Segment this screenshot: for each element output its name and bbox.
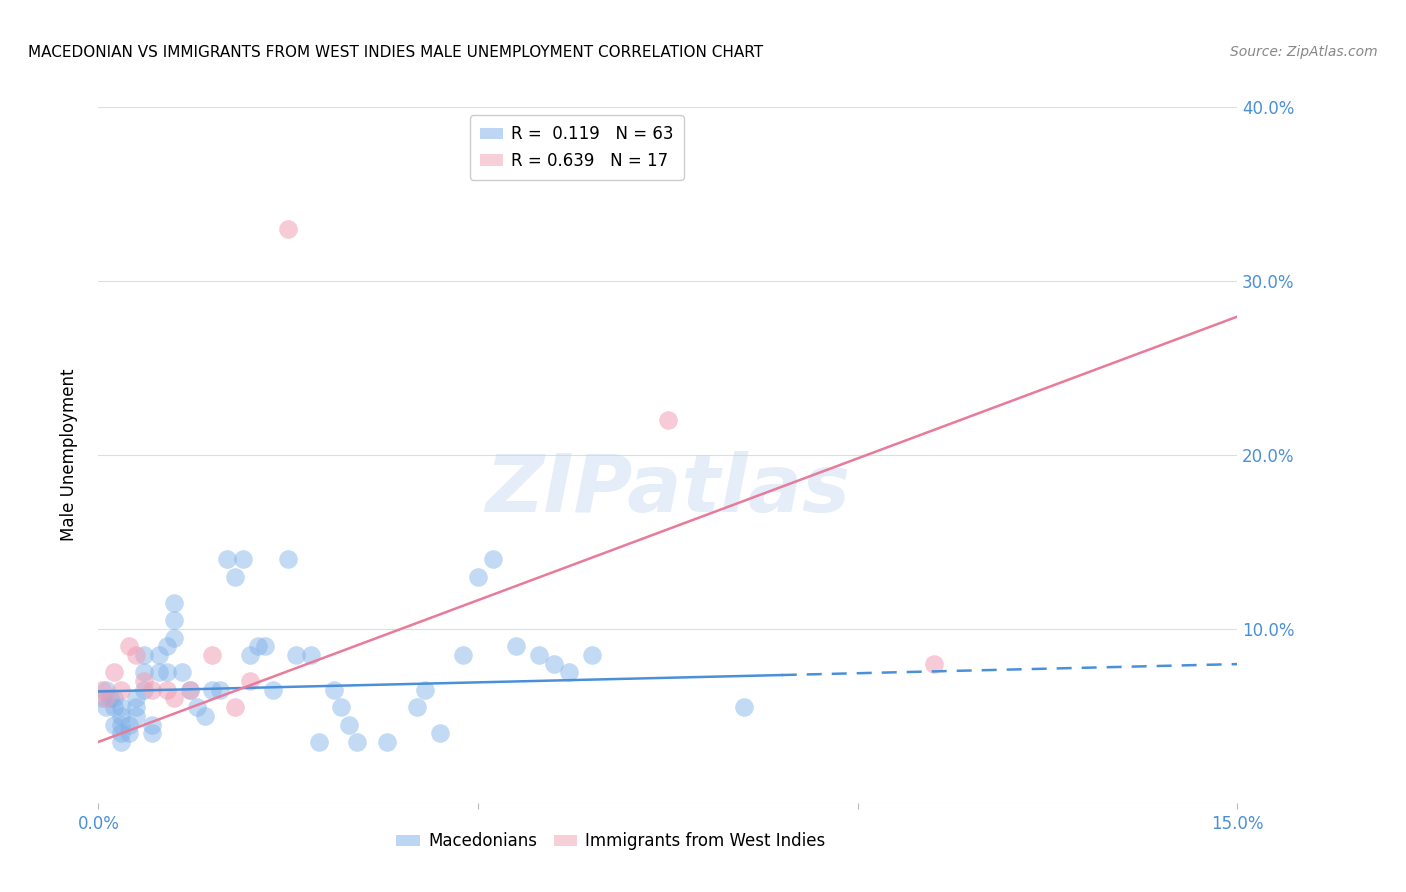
Point (132, 674, 155, 689)
Point (163, 691, 186, 706)
Point (308, 735, 330, 749)
Point (543, 657, 565, 671)
Point (103, 665, 125, 680)
Point (132, 648, 155, 662)
Point (141, 726, 163, 740)
Point (163, 631, 186, 645)
Point (451, 648, 474, 662)
Point (375, 735, 398, 749)
Point (94, 691, 117, 706)
Point (110, 717, 132, 731)
Point (141, 682, 163, 697)
Point (224, 570, 246, 584)
Point (299, 648, 322, 662)
Point (208, 682, 231, 697)
Point (201, 648, 224, 662)
Point (284, 648, 307, 662)
Point (94, 700, 117, 714)
Point (277, 552, 299, 566)
Point (125, 648, 148, 662)
Point (224, 700, 246, 714)
Point (254, 639, 277, 653)
Point (132, 682, 155, 697)
Point (148, 648, 170, 662)
Point (103, 691, 125, 706)
Point (657, 413, 679, 427)
Point (110, 682, 132, 697)
Point (467, 570, 489, 584)
Point (156, 682, 179, 697)
Point (217, 552, 239, 566)
Point (103, 700, 125, 714)
Point (262, 682, 284, 697)
Text: ZIPatlas: ZIPatlas (485, 450, 851, 529)
Point (406, 700, 429, 714)
Point (429, 726, 451, 740)
Point (239, 674, 262, 689)
Point (482, 552, 505, 566)
Point (505, 639, 527, 653)
Legend: Macedonians, Immigrants from West Indies: Macedonians, Immigrants from West Indies (389, 826, 832, 857)
Point (179, 682, 201, 697)
Point (110, 726, 132, 740)
Point (581, 648, 603, 662)
Point (141, 717, 163, 731)
Text: Source: ZipAtlas.com: Source: ZipAtlas.com (1230, 45, 1378, 59)
Point (201, 682, 224, 697)
Point (94, 682, 117, 697)
Point (110, 708, 132, 723)
Point (125, 700, 148, 714)
Point (125, 708, 148, 723)
Text: MACEDONIAN VS IMMIGRANTS FROM WEST INDIES MALE UNEMPLOYMENT CORRELATION CHART: MACEDONIAN VS IMMIGRANTS FROM WEST INDIE… (28, 45, 763, 60)
Point (413, 682, 436, 697)
Point (330, 700, 353, 714)
Point (239, 648, 262, 662)
Point (232, 552, 254, 566)
Point (156, 639, 179, 653)
Point (91, 691, 114, 706)
Point (179, 682, 201, 697)
Point (132, 665, 155, 680)
Point (125, 691, 148, 706)
Point (91, 682, 114, 697)
Point (346, 735, 368, 749)
Point (163, 613, 186, 627)
Point (148, 665, 170, 680)
Point (118, 726, 141, 740)
Point (246, 639, 269, 653)
Y-axis label: Male Unemployment: Male Unemployment (59, 368, 77, 541)
Point (558, 665, 581, 680)
Point (98, 691, 121, 706)
Point (110, 735, 132, 749)
Point (163, 596, 186, 610)
Point (118, 717, 141, 731)
Point (103, 717, 125, 731)
Point (277, 221, 299, 235)
Point (337, 717, 360, 731)
Point (922, 657, 945, 671)
Point (186, 700, 208, 714)
Point (118, 639, 141, 653)
Point (170, 665, 193, 680)
Point (110, 700, 132, 714)
Point (733, 700, 755, 714)
Point (194, 708, 217, 723)
Point (322, 682, 344, 697)
Point (527, 648, 550, 662)
Point (156, 665, 179, 680)
